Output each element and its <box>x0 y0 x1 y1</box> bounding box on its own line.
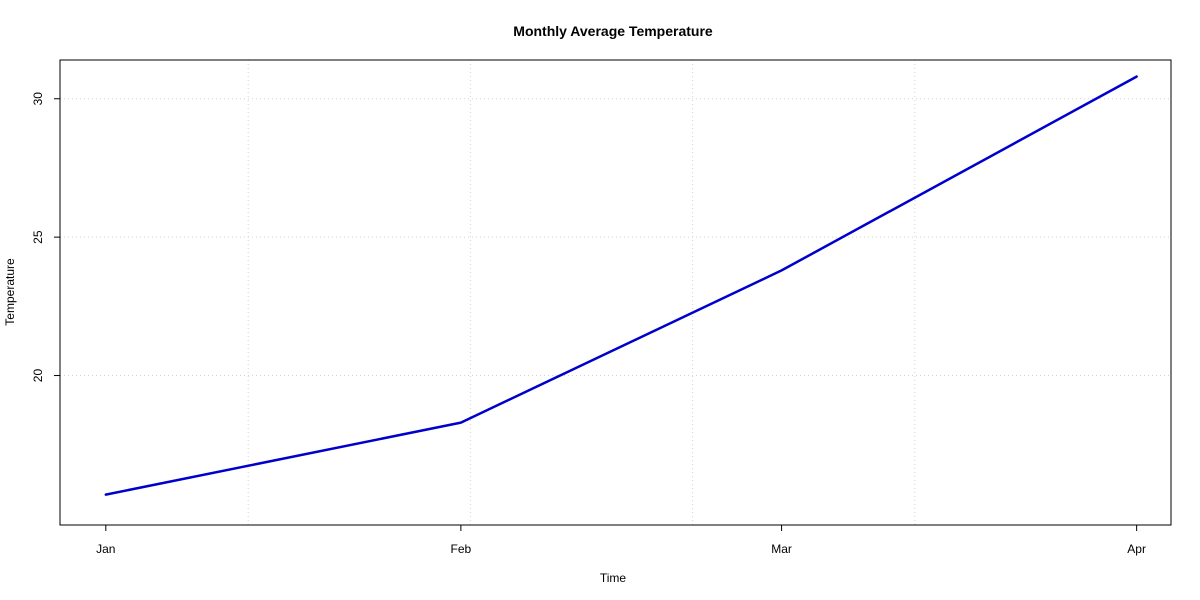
y-axis-label: Temperature <box>3 258 17 326</box>
chart-title: Monthly Average Temperature <box>513 23 713 39</box>
x-tick-label: Feb <box>451 542 472 556</box>
x-tick-label: Mar <box>771 542 792 556</box>
plot-frame <box>59 59 1172 526</box>
y-axis: 20 25 30 <box>31 92 60 382</box>
x-axis: Jan Feb Mar Apr <box>96 525 1146 556</box>
y-tick-label: 25 <box>31 230 45 244</box>
x-tick-label: Jan <box>96 542 115 556</box>
series-line <box>104 75 1138 496</box>
y-tick-label: 30 <box>31 92 45 106</box>
x-axis-label: Time <box>600 571 627 585</box>
y-tick-label: 20 <box>31 369 45 383</box>
series-layer <box>104 75 1138 496</box>
x-tick-label: Apr <box>1127 542 1146 556</box>
grid <box>60 60 1171 525</box>
